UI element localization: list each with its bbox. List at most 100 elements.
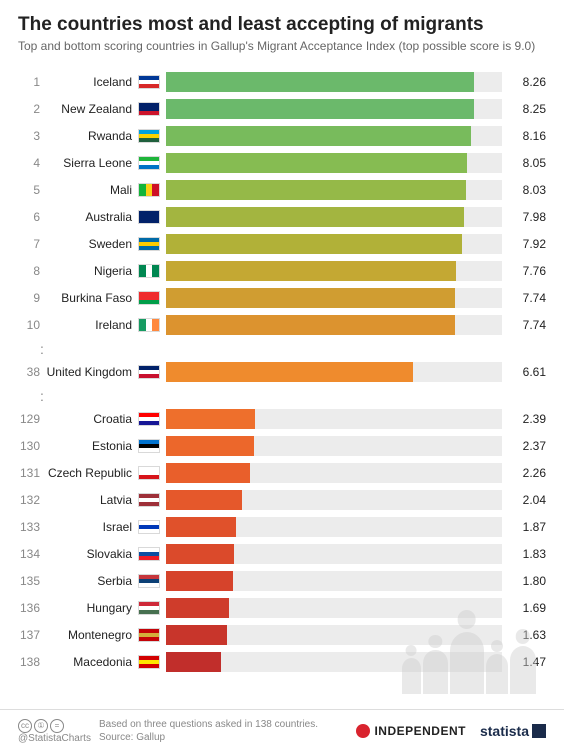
cc-license-icon: cc①=: [18, 719, 91, 733]
flag-icon: [138, 365, 160, 379]
data-row: 135 Serbia 1.80: [18, 568, 546, 594]
value: 7.98: [502, 210, 546, 224]
rank: 130: [18, 439, 46, 453]
bar-fill: [166, 436, 254, 456]
flag-icon: [138, 493, 160, 507]
country-label: Estonia: [46, 439, 138, 453]
rank: 5: [18, 183, 46, 197]
country-label: Nigeria: [46, 264, 138, 278]
top-rows: 1 Iceland 8.26 2 New Zealand 8.25 3 Rwan…: [18, 69, 546, 338]
rank: 6: [18, 210, 46, 224]
rank: 134: [18, 547, 46, 561]
independent-logo: INDEPENDENT: [356, 724, 466, 738]
country-label: Sweden: [46, 237, 138, 251]
flag-icon: [138, 601, 160, 615]
flag-icon: [138, 318, 160, 332]
value: 7.74: [502, 291, 546, 305]
data-row: 129 Croatia 2.39: [18, 406, 546, 432]
value: 7.76: [502, 264, 546, 278]
data-row: 134 Slovakia 1.83: [18, 541, 546, 567]
person-icon: [450, 632, 484, 694]
person-icon: [402, 658, 422, 694]
rank: 131: [18, 466, 46, 480]
rank: 133: [18, 520, 46, 534]
country-label: United Kingdom: [46, 365, 138, 379]
country-label: Serbia: [46, 574, 138, 588]
statista-mark-icon: [532, 724, 546, 738]
flag-icon: [138, 628, 160, 642]
bar-track: [166, 288, 502, 308]
footnote-2: Source: Gallup: [99, 731, 318, 744]
bar-track: [166, 598, 502, 618]
value: 1.69: [502, 601, 546, 615]
flag-icon: [138, 520, 160, 534]
value: 2.39: [502, 412, 546, 426]
value: 2.26: [502, 466, 546, 480]
bar-fill: [166, 207, 464, 227]
bar-fill: [166, 234, 462, 254]
value: 8.26: [502, 75, 546, 89]
bar-fill: [166, 72, 474, 92]
country-label: Mali: [46, 183, 138, 197]
bar-track: [166, 409, 502, 429]
value: 7.92: [502, 237, 546, 251]
bar-track: [166, 72, 502, 92]
country-label: Croatia: [46, 412, 138, 426]
value: 1.83: [502, 547, 546, 561]
country-label: Montenegro: [46, 628, 138, 642]
bar-fill: [166, 652, 221, 672]
flag-icon: [138, 574, 160, 588]
bar-fill: [166, 126, 471, 146]
bar-fill: [166, 490, 242, 510]
rank: 136: [18, 601, 46, 615]
flag-icon: [138, 264, 160, 278]
country-label: Ireland: [46, 318, 138, 332]
people-silhouette-icon: [402, 632, 536, 694]
data-row: 3 Rwanda 8.16: [18, 123, 546, 149]
value: 6.61: [502, 365, 546, 379]
bar-fill: [166, 598, 229, 618]
person-icon: [486, 654, 508, 694]
flag-icon: [138, 156, 160, 170]
footnote-1: Based on three questions asked in 138 co…: [99, 718, 318, 731]
bar-fill: [166, 463, 250, 483]
bar-track: [166, 490, 502, 510]
bar-fill: [166, 261, 456, 281]
bar-fill: [166, 315, 455, 335]
bar-track: [166, 234, 502, 254]
bar-fill: [166, 409, 255, 429]
value: 8.03: [502, 183, 546, 197]
bar-track: [166, 463, 502, 483]
person-icon: [510, 646, 536, 694]
person-icon: [423, 650, 447, 694]
flag-icon: [138, 412, 160, 426]
data-row: 131 Czech Republic 2.26: [18, 460, 546, 486]
country-label: Macedonia: [46, 655, 138, 669]
bar-track: [166, 261, 502, 281]
country-label: Rwanda: [46, 129, 138, 143]
statista-logo: statista: [480, 723, 546, 739]
rank: 10: [18, 318, 46, 332]
bar-fill: [166, 153, 467, 173]
mid-row: 38 United Kingdom 6.61: [18, 359, 546, 385]
data-row: 7 Sweden 7.92: [18, 231, 546, 257]
bar-track: [166, 362, 502, 382]
handle: @StatistaCharts: [18, 733, 91, 744]
country-label: New Zealand: [46, 102, 138, 116]
flag-icon: [138, 237, 160, 251]
rank: 132: [18, 493, 46, 507]
rank: 8: [18, 264, 46, 278]
bar-track: [166, 126, 502, 146]
country-label: Israel: [46, 520, 138, 534]
chart-subtitle: Top and bottom scoring countries in Gall…: [18, 39, 546, 53]
bar-track: [166, 544, 502, 564]
bar-track: [166, 207, 502, 227]
data-row: 38 United Kingdom 6.61: [18, 359, 546, 385]
value: 8.05: [502, 156, 546, 170]
data-row: 6 Australia 7.98: [18, 204, 546, 230]
value: 8.16: [502, 129, 546, 143]
rank: 129: [18, 412, 46, 426]
bar-track: [166, 153, 502, 173]
country-label: Sierra Leone: [46, 156, 138, 170]
bar-fill: [166, 99, 474, 119]
